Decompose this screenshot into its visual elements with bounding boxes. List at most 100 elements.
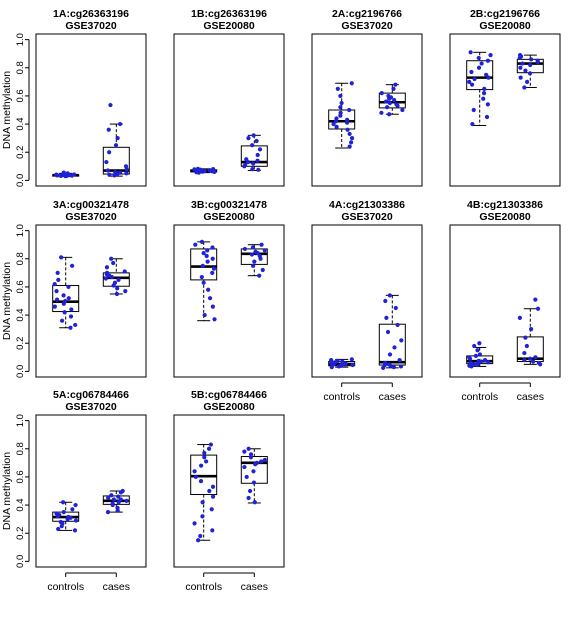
data-point xyxy=(476,55,481,61)
data-point xyxy=(528,62,533,68)
data-point xyxy=(338,93,343,99)
data-point xyxy=(334,124,339,129)
data-point xyxy=(339,100,344,106)
data-point xyxy=(114,291,120,297)
panel-frame xyxy=(173,224,285,378)
data-point xyxy=(251,133,256,138)
box-controls xyxy=(52,255,80,330)
y-tick-label: 0.2 xyxy=(15,337,26,350)
data-point xyxy=(195,166,201,171)
data-point xyxy=(339,362,345,367)
panel-subtitle: GSE20080 xyxy=(203,401,255,413)
box-cases xyxy=(240,242,268,278)
data-point xyxy=(469,69,474,75)
data-point xyxy=(349,140,354,145)
data-point xyxy=(210,245,215,250)
data-point xyxy=(485,102,490,107)
data-point xyxy=(256,167,261,172)
panel-title: 3B:cg00321478 xyxy=(191,199,267,211)
data-point xyxy=(387,293,392,298)
data-point xyxy=(393,82,398,87)
panel-subtitle: GSE20080 xyxy=(203,211,255,223)
data-point xyxy=(205,248,210,253)
data-point xyxy=(246,446,251,451)
box-controls xyxy=(52,170,80,179)
panel-subtitle: GSE37020 xyxy=(65,211,117,223)
data-point xyxy=(469,364,474,369)
data-point xyxy=(212,317,217,322)
data-point xyxy=(66,296,71,301)
data-point xyxy=(259,459,264,464)
data-point xyxy=(192,167,197,172)
data-point xyxy=(385,105,390,110)
x-tick-label: controls xyxy=(185,581,222,593)
data-point xyxy=(55,514,60,519)
data-point xyxy=(349,136,355,141)
data-point xyxy=(124,171,129,176)
data-point xyxy=(104,159,109,165)
box-cases xyxy=(102,102,130,178)
data-point xyxy=(54,172,59,177)
data-point xyxy=(257,273,262,278)
data-point xyxy=(59,255,64,260)
x-tick-label: cases xyxy=(517,391,544,403)
data-point xyxy=(205,259,210,264)
data-point xyxy=(68,325,73,330)
data-point xyxy=(73,518,79,523)
data-point xyxy=(109,256,114,261)
data-point xyxy=(122,269,127,274)
data-point xyxy=(392,345,397,350)
data-point xyxy=(531,359,536,364)
data-point xyxy=(470,121,475,127)
panel-frame xyxy=(173,414,285,568)
box-cases xyxy=(102,256,130,297)
data-point xyxy=(467,79,472,84)
data-point xyxy=(517,315,522,320)
panel-title: 5B:cg06784466 xyxy=(191,389,267,401)
data-point xyxy=(538,362,543,367)
data-point xyxy=(56,277,61,282)
data-point xyxy=(54,289,59,294)
data-point xyxy=(208,442,214,447)
y-tick-label: 0.2 xyxy=(15,146,26,159)
data-point xyxy=(202,168,207,174)
panel-frame xyxy=(449,33,561,187)
data-point xyxy=(335,86,340,91)
data-point xyxy=(201,280,206,285)
data-point xyxy=(63,173,68,178)
data-point xyxy=(379,110,384,115)
data-point xyxy=(73,322,78,328)
data-point xyxy=(392,98,397,103)
data-point xyxy=(242,464,247,470)
y-tick-label: 0.6 xyxy=(15,89,26,102)
data-point xyxy=(198,533,203,539)
data-point xyxy=(196,538,201,543)
data-point xyxy=(250,263,256,268)
data-point xyxy=(110,502,115,508)
data-point xyxy=(210,169,215,174)
data-point xyxy=(69,307,74,312)
data-point xyxy=(349,357,354,362)
data-point xyxy=(250,167,255,172)
data-point xyxy=(202,455,207,460)
data-point xyxy=(486,360,491,365)
panel-title: 2B:cg2196766 xyxy=(470,8,540,20)
box-controls xyxy=(190,442,218,543)
data-point xyxy=(398,364,404,369)
data-point xyxy=(116,494,121,499)
data-point xyxy=(105,510,111,515)
panel-subtitle: GSE20080 xyxy=(479,211,531,223)
data-point xyxy=(481,96,486,101)
data-point xyxy=(246,159,251,165)
data-point xyxy=(211,266,217,271)
y-tick-label: 1.0 xyxy=(15,224,26,237)
data-point xyxy=(253,462,258,467)
panel-subtitle: GSE37020 xyxy=(65,401,117,413)
data-point xyxy=(72,528,78,533)
panel-frame xyxy=(311,224,423,378)
data-point xyxy=(251,161,256,166)
data-point xyxy=(523,68,528,73)
data-point xyxy=(400,107,405,113)
